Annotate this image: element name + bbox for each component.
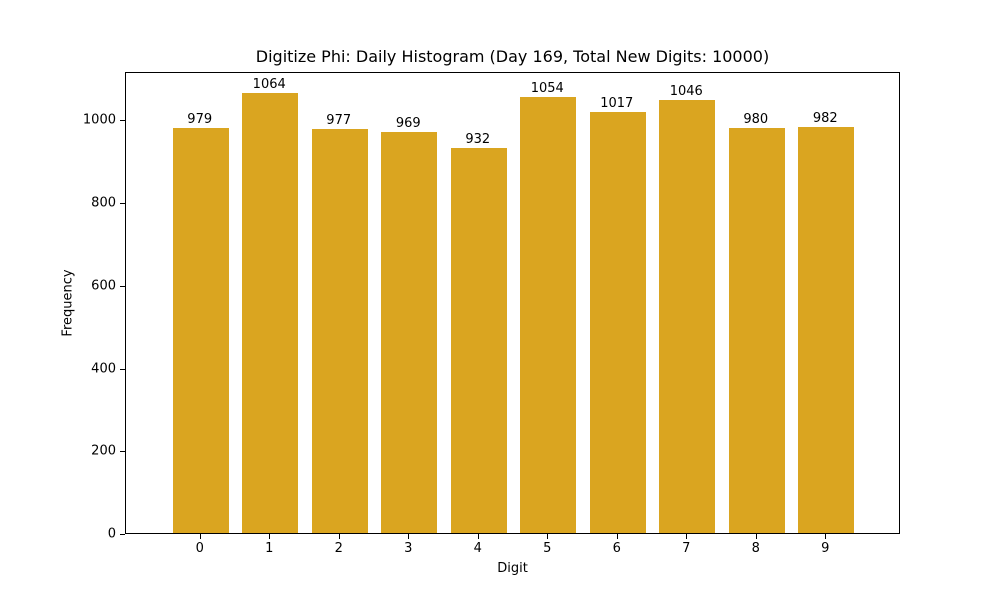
bar-value-label: 982 — [812, 110, 838, 126]
bar-value-label: 932 — [465, 131, 491, 147]
y-tick — [120, 369, 125, 370]
bar-value-label: 1017 — [600, 96, 634, 112]
chart-title: Digitize Phi: Daily Histogram (Day 169, … — [255, 47, 770, 66]
y-tick — [120, 120, 125, 121]
x-tick-label: 3 — [404, 541, 413, 556]
bar-digit-3 — [381, 132, 438, 533]
x-tick — [617, 534, 618, 539]
bar-value-label: 1046 — [669, 84, 703, 100]
x-tick — [756, 534, 757, 539]
bar-value-label: 977 — [326, 112, 352, 128]
x-tick-label: 7 — [682, 541, 691, 556]
x-tick — [408, 534, 409, 539]
x-tick — [547, 534, 548, 539]
x-axis-label: Digit — [497, 561, 528, 576]
x-tick — [478, 534, 479, 539]
x-tick-label: 6 — [612, 541, 621, 556]
x-tick — [686, 534, 687, 539]
x-tick — [339, 534, 340, 539]
bar-digit-4 — [450, 147, 507, 533]
x-tick — [200, 534, 201, 539]
bar-digit-2 — [311, 128, 368, 533]
y-tick — [120, 203, 125, 204]
bar-digit-0 — [172, 128, 229, 533]
bar-digit-7 — [659, 100, 716, 533]
y-tick-label: 1000 — [82, 112, 116, 128]
bar-value-label: 1064 — [252, 76, 286, 92]
y-tick-label: 0 — [107, 526, 116, 542]
x-tick — [825, 534, 826, 539]
x-tick-label: 9 — [821, 541, 830, 556]
x-tick-label: 4 — [473, 541, 482, 556]
bar-digit-9 — [798, 126, 855, 533]
bar-digit-8 — [728, 127, 785, 533]
bar-digit-5 — [520, 97, 577, 533]
y-tick-label: 200 — [91, 443, 116, 459]
x-tick-label: 0 — [195, 541, 204, 556]
x-tick-label: 2 — [334, 541, 343, 556]
x-tick-label: 5 — [543, 541, 552, 556]
bar-value-label: 980 — [743, 111, 769, 127]
y-tick-label: 600 — [91, 278, 116, 294]
y-tick — [120, 286, 125, 287]
y-tick — [120, 451, 125, 452]
bar-digit-6 — [589, 112, 646, 533]
bar-value-label: 1054 — [530, 81, 564, 97]
bar-value-label: 969 — [395, 116, 421, 132]
y-tick — [120, 534, 125, 535]
x-tick-label: 8 — [751, 541, 760, 556]
plot-area — [125, 72, 900, 534]
y-axis-label: Frequency — [60, 269, 76, 337]
bar-digit-1 — [242, 92, 299, 533]
x-tick-label: 1 — [265, 541, 274, 556]
y-tick-label: 400 — [91, 361, 116, 377]
x-tick — [269, 534, 270, 539]
bar-value-label: 979 — [187, 112, 213, 128]
y-tick-label: 800 — [91, 195, 116, 211]
